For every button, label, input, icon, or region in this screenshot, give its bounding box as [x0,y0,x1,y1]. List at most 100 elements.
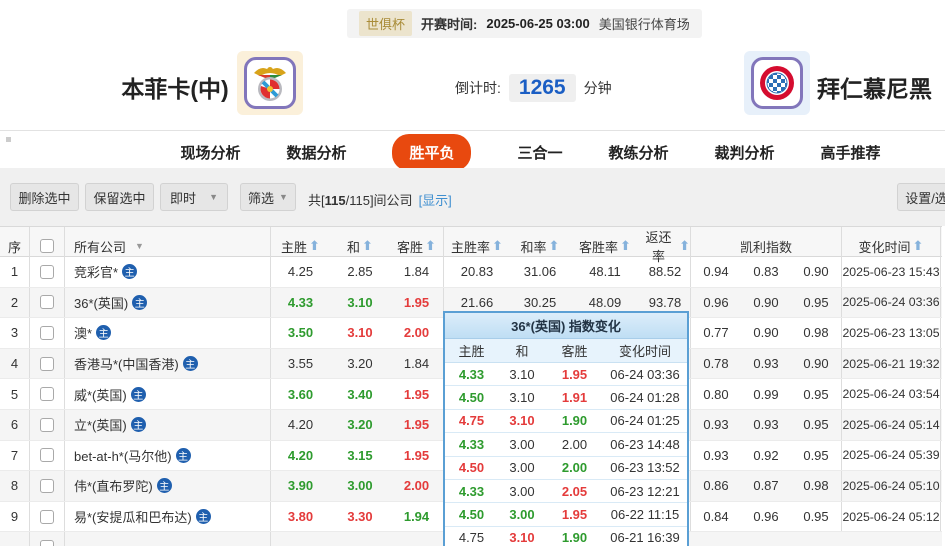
rate-cell: 30.25 [523,294,557,310]
popup-home-odds: 4.33 [458,436,485,452]
checkbox-cell [30,318,65,348]
popup-col-header: 客胜 [561,344,588,359]
row-checkbox[interactable] [40,509,54,524]
checkbox-cell [30,348,65,379]
company-name[interactable]: 澳* 主 [65,318,271,348]
popup-home-odds: 4.50 [458,460,485,476]
company-name[interactable]: 立*(英国) 主 [65,409,271,440]
odds-cell[interactable]: 3.10 [347,325,373,341]
row-checkbox[interactable] [40,264,54,279]
filter-dropdown[interactable]: 筛选 ▼ [240,183,296,211]
rate-cell [640,348,691,379]
odds-cell[interactable]: 1.84 [390,257,444,287]
keep-selected-button[interactable]: 保留选中 [85,183,154,211]
bayern-crest-icon [751,57,803,109]
odds-cell[interactable]: 3.10 [347,294,373,310]
odds-cell[interactable]: 3.20 [347,356,373,372]
tab-数据分析[interactable]: 数据分析 [286,145,347,162]
company-label: 36*(英国) [74,295,129,311]
select-all-checkbox[interactable] [40,239,54,253]
odds-cell[interactable]: 4.25 [287,264,314,280]
change-time-cell: 2025-06-23 13:05 [842,318,941,348]
col-draw-rate[interactable]: 和率 ⬆ [520,238,560,255]
col-return-rate[interactable]: 返还率 ⬆ [640,227,691,265]
odds-cell[interactable]: 1.95 [390,440,444,471]
odds-cell[interactable]: 4.20 [287,417,314,433]
kelly-cell: 0.95 [791,501,842,532]
col-home-odds[interactable]: 主胜 ⬆ [281,238,320,255]
company-name[interactable]: 伟*(直布罗陀) 主 [65,471,271,501]
company-name[interactable]: 竞彩官* 主 [65,257,271,287]
countdown-label: 倒计时: [455,80,501,96]
col-change-time[interactable]: 变化时间 ⬆ [842,227,941,265]
odds-cell[interactable]: 1.95 [390,409,444,440]
tab-裁判分析[interactable]: 裁判分析 [714,145,775,162]
tab-三合一[interactable]: 三合一 [517,145,563,162]
show-link[interactable]: [显示] [418,193,452,208]
popup-row: 4.50 3.00 2.00 06-23 13:52 [445,457,687,480]
kelly-cell: 0.98 [791,471,842,501]
col-home-rate[interactable]: 主胜率 ⬆ [451,238,503,255]
home-team-name: 本菲卡(中) [121,76,229,102]
odds-cell[interactable]: 2.85 [347,264,373,280]
odds-cell[interactable]: 4.20 [287,447,314,463]
kelly-cell: 0.95 [791,287,842,318]
odds-cell[interactable]: 3.30 [347,509,373,525]
row-checkbox[interactable] [40,387,54,402]
row-checkbox[interactable] [40,540,54,546]
col-kelly: 凯利指数 [691,227,842,265]
odds-cell[interactable]: 3.00 [347,478,373,494]
row-number: 6 [0,409,30,440]
odds-cell[interactable]: 3.40 [347,386,373,402]
odds-cell[interactable]: 3.90 [287,478,314,494]
odds-cell[interactable]: 2.00 [390,471,444,501]
sort-asc-icon: ⬆ [309,238,320,253]
popup-away-odds: 1.95 [561,366,588,382]
odds-cell[interactable]: 3.20 [347,417,373,433]
odds-cell[interactable]: 3.55 [287,356,314,372]
row-checkbox[interactable] [40,295,54,310]
col-away-rate[interactable]: 客胜率 ⬆ [579,238,631,255]
odds-cell[interactable]: 1.95 [390,379,444,409]
company-name[interactable]: 36*(英国) 主 [65,287,271,318]
nav-tabs: 现场分析 数据分析 胜平负 三合一 教练分析 裁判分析 高手推荐 [0,134,945,171]
company-name[interactable]: 易*(安提瓜和巴布达) 主 [65,501,271,532]
tab-现场分析[interactable]: 现场分析 [180,145,241,162]
odds-cell[interactable]: 3.80 [287,509,314,525]
sort-asc-icon: ⬆ [679,238,690,253]
settings-select-button[interactable]: 设置/选择 [897,183,945,211]
row-checkbox[interactable] [40,356,54,371]
odds-cell[interactable]: 3.60 [287,386,314,402]
tab-胜平负[interactable]: 胜平负 [392,134,472,171]
odds-cell[interactable]: 3.50 [287,325,314,341]
odds-cell[interactable]: 2.00 [390,318,444,348]
tab-高手推荐[interactable]: 高手推荐 [820,145,881,162]
popup-row: 4.50 3.10 1.91 06-24 01:28 [445,386,687,410]
row-checkbox[interactable] [40,478,54,493]
row-number: 1 [0,257,30,287]
change-time-cell: 2025-06-23 15:43 [842,257,941,287]
row-checkbox[interactable] [40,417,54,432]
col-company[interactable]: 所有公司 ▼ [65,227,271,265]
company-name[interactable]: 威*(英国) 主 [65,379,271,409]
popup-away-odds: 1.90 [561,413,588,429]
odds-cell[interactable]: 1.84 [390,348,444,379]
col-away-odds[interactable]: 客胜 ⬆ [390,227,444,265]
odds-cell[interactable]: 4.33 [287,294,314,310]
instant-dropdown[interactable]: 即时 ▼ [160,183,228,211]
delete-selected-button[interactable]: 删除选中 [10,183,79,211]
col-draw-odds[interactable]: 和 ⬆ [347,238,373,255]
company-badge: 主 [195,509,211,525]
checkbox-cell [30,440,65,471]
sort-asc-icon: ⬆ [425,238,436,253]
company-name[interactable]: bet-at-h*(马尔他) 主 [65,440,271,471]
odds-cell[interactable]: 1.94 [390,501,444,532]
tab-教练分析[interactable]: 教练分析 [608,145,669,162]
odds-cell[interactable]: 3.15 [347,447,373,463]
odds-history-popup: 36*(英国) 指数变化 主胜 和 客胜 变化时间 4.33 3.10 1.95 06-24… [443,311,689,546]
popup-away-odds: 2.00 [561,436,588,452]
row-checkbox[interactable] [40,448,54,463]
company-name[interactable]: 香港马*(中国香港) 主 [65,348,271,379]
odds-cell[interactable]: 1.95 [390,287,444,318]
row-checkbox[interactable] [40,325,54,340]
